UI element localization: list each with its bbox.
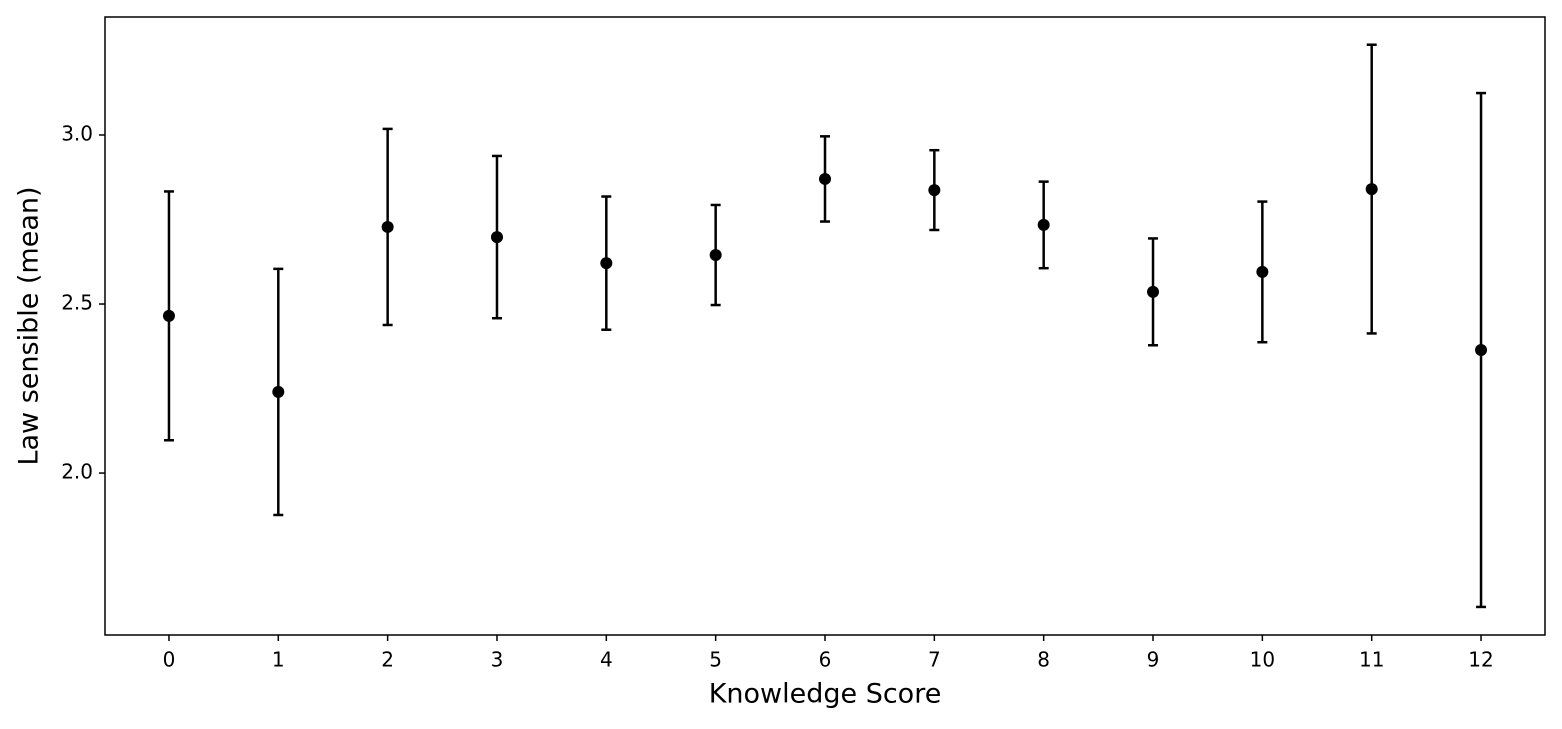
x-tick-label: 3 [491, 648, 504, 672]
y-tick-label: 3.0 [61, 121, 93, 145]
x-tick-label: 9 [1147, 648, 1160, 672]
x-tick-label: 7 [928, 648, 941, 672]
point [928, 184, 941, 197]
y-tick-label: 2.0 [61, 460, 93, 484]
point [381, 220, 394, 233]
x-tick-label: 0 [163, 648, 176, 672]
point [1475, 344, 1488, 357]
x-tick-label: 10 [1250, 648, 1275, 672]
point [490, 231, 503, 244]
point [1365, 183, 1378, 196]
x-tick-label: 4 [600, 648, 613, 672]
point [709, 249, 722, 262]
x-tick-label: 12 [1468, 648, 1493, 672]
y-axis-label: Law sensible (mean) [14, 186, 45, 465]
x-tick-label: 8 [1037, 648, 1050, 672]
x-tick-label: 1 [272, 648, 285, 672]
point [272, 385, 285, 398]
point [1037, 218, 1050, 231]
x-tick-label: 11 [1359, 648, 1384, 672]
x-axis-label: Knowledge Score [709, 679, 942, 710]
point [162, 309, 175, 322]
point [600, 257, 613, 270]
point [1147, 285, 1160, 298]
point [819, 172, 831, 185]
x-tick-label: 6 [819, 648, 832, 672]
x-tick-label: 2 [381, 648, 394, 672]
x-tick-label: 5 [709, 648, 722, 672]
plot-frame [104, 16, 1546, 636]
point [1256, 265, 1269, 278]
y-tick-label: 2.5 [61, 291, 93, 315]
